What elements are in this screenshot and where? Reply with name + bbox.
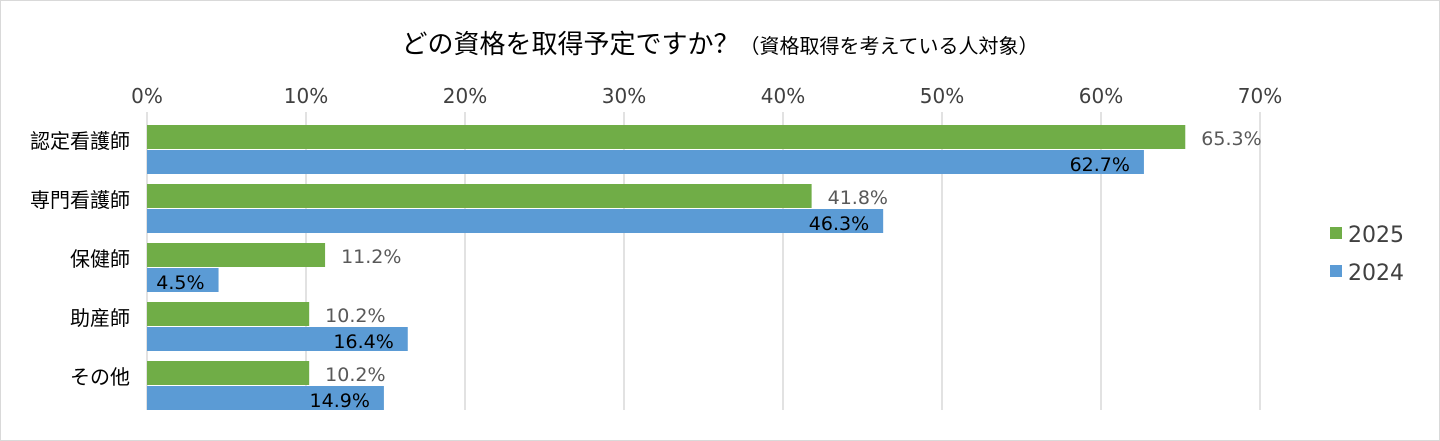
category-label: 認定看護師 [30, 129, 130, 153]
legend-label-2024: 2024 [1348, 261, 1404, 286]
data-label-2024: 16.4% [333, 331, 393, 353]
bar-2025 [147, 184, 812, 208]
bar-2025 [147, 361, 310, 385]
category-label: 助産師 [70, 306, 130, 330]
bar-2025 [147, 243, 326, 267]
bar-2024 [147, 386, 384, 410]
data-label-2025: 41.8% [828, 187, 888, 209]
x-tick-label: 20% [443, 84, 487, 108]
data-label-2024: 46.3% [809, 213, 869, 235]
chart-title-block: どの資格を取得予定ですか？（資格取得を考えている人対象） [0, 24, 1440, 61]
bar-2024 [147, 150, 1144, 174]
x-tick-label: 70% [1238, 84, 1282, 108]
data-label-2025: 11.2% [341, 246, 401, 268]
bar-2024 [147, 268, 219, 292]
legend-swatch-2024 [1330, 265, 1342, 277]
data-label-2025: 65.3% [1201, 128, 1261, 150]
bar-2024 [147, 327, 408, 351]
x-tick-label: 50% [920, 84, 964, 108]
bar-2024 [147, 209, 884, 233]
data-label-2024: 4.5% [156, 272, 204, 294]
data-label-2025: 10.2% [325, 305, 385, 327]
bar-2025 [147, 125, 1186, 149]
category-label: 保健師 [70, 247, 130, 271]
bar-2025 [147, 302, 310, 326]
chart-title: どの資格を取得予定ですか？ [401, 30, 740, 60]
data-label-2024: 62.7% [1070, 154, 1130, 176]
data-label-2025: 10.2% [325, 364, 385, 386]
legend-swatch-2025 [1330, 227, 1342, 239]
x-tick-label: 40% [761, 84, 805, 108]
x-tick-label: 10% [284, 84, 328, 108]
x-tick-label: 0% [131, 84, 163, 108]
chart-subtitle: （資格取得を考えている人対象） [739, 34, 1039, 58]
category-label: 専門看護師 [30, 188, 130, 212]
legend-label-2025: 2025 [1348, 223, 1404, 248]
category-label: その他 [70, 365, 130, 389]
x-tick-label: 60% [1079, 84, 1123, 108]
data-label-2024: 14.9% [310, 390, 370, 412]
x-tick-label: 30% [602, 84, 646, 108]
